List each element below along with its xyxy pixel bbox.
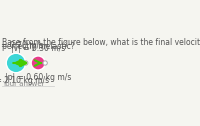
Circle shape bbox=[43, 61, 47, 65]
Text: perfectly inelastic?: perfectly inelastic? bbox=[2, 42, 75, 51]
Text: |v| = 0.30 m/s: |v| = 0.30 m/s bbox=[11, 44, 65, 53]
Circle shape bbox=[24, 61, 28, 65]
Text: |p| = 2.10 kg m/s: |p| = 2.10 kg m/s bbox=[0, 76, 49, 85]
Circle shape bbox=[31, 56, 45, 70]
Text: Base from the figure below, what is the final velocity if the collision is: Base from the figure below, what is the … bbox=[2, 38, 200, 47]
Circle shape bbox=[6, 53, 26, 73]
Text: Your answer: Your answer bbox=[2, 81, 45, 87]
Text: |p| = 0.60 kg m/s: |p| = 0.60 kg m/s bbox=[5, 73, 71, 82]
Text: |v| = 0.70 m/s: |v| = 0.70 m/s bbox=[0, 41, 43, 50]
